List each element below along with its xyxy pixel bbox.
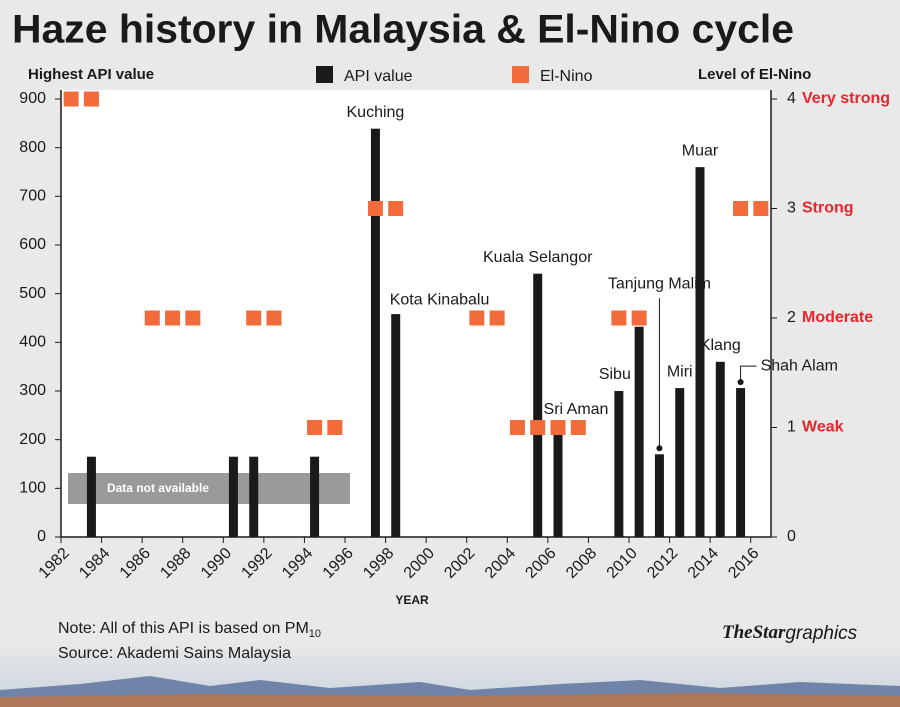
y-tick-label: 700 xyxy=(19,188,46,205)
x-axis-title: YEAR xyxy=(395,593,429,607)
el-nino-marker xyxy=(530,420,546,435)
y-tick-label: 600 xyxy=(19,236,46,253)
el-nino-marker xyxy=(327,420,343,435)
y-tick-label: 800 xyxy=(19,139,46,156)
bar xyxy=(715,361,725,537)
el-nino-marker xyxy=(753,201,769,216)
bar xyxy=(614,391,624,537)
el-nino-marker xyxy=(83,91,99,107)
bar xyxy=(228,456,238,537)
el-nino-marker xyxy=(266,310,282,326)
bar xyxy=(310,456,320,537)
bar xyxy=(553,429,563,537)
bar xyxy=(249,456,259,537)
el-nino-marker xyxy=(570,420,586,435)
y2-level-name: Moderate xyxy=(802,309,873,326)
y-tick-label: 400 xyxy=(19,334,46,351)
note: Note: All of this API is based on PM10 xyxy=(58,620,321,640)
y2-tick-label: 3 xyxy=(787,200,796,217)
bar xyxy=(370,128,380,538)
bar-label: Sri Aman xyxy=(544,401,609,418)
y2-tick-label: 4 xyxy=(787,90,796,107)
source: Source: Akademi Sains Malaysia xyxy=(58,645,291,662)
el-nino-marker xyxy=(144,310,160,326)
bar-label: Muar xyxy=(682,142,719,159)
landscape-ground xyxy=(0,693,900,707)
y-tick-label: 100 xyxy=(19,480,46,497)
bar xyxy=(533,273,543,537)
legend-label: El-Nino xyxy=(540,68,593,85)
el-nino-marker xyxy=(388,201,404,216)
bar-label: Kota Kinabalu xyxy=(390,291,490,308)
legend-label: API value xyxy=(344,68,413,85)
el-nino-marker xyxy=(631,310,647,326)
el-nino-marker xyxy=(611,310,627,326)
y-tick-label: 200 xyxy=(19,431,46,448)
el-nino-marker xyxy=(489,310,505,326)
label-leader xyxy=(740,365,757,383)
bar xyxy=(391,314,401,537)
y2-tick-label: 2 xyxy=(787,309,796,326)
el-nino-marker xyxy=(733,201,749,216)
credit-brand: TheStar xyxy=(722,622,786,643)
y-tick-label: 300 xyxy=(19,382,46,399)
bar xyxy=(736,388,746,537)
annotation: Data not available xyxy=(107,481,209,495)
el-nino-marker xyxy=(165,310,181,326)
el-nino-marker xyxy=(469,310,485,326)
bar-label: Kuala Selangor xyxy=(483,249,593,266)
y2-tick-label: 1 xyxy=(787,419,796,436)
note-subscript: 10 xyxy=(309,628,321,640)
legend-swatch xyxy=(512,66,529,83)
bar xyxy=(695,167,705,537)
bar-label: Sibu xyxy=(599,366,631,383)
bar-label: Miri xyxy=(667,363,693,380)
y-axis-title: Highest API value xyxy=(28,66,154,83)
chart-title: Haze history in Malaysia & El-Nino cycle xyxy=(12,8,794,52)
bar-label: Shah Alam xyxy=(761,357,838,374)
y2-level-name: Strong xyxy=(802,200,854,217)
y2-axis-title: Level of El-Nino xyxy=(698,66,811,83)
note-text: Note: All of this API is based on PM xyxy=(58,620,309,637)
el-nino-marker xyxy=(367,201,383,216)
el-nino-marker xyxy=(509,420,525,435)
el-nino-marker xyxy=(307,420,323,435)
bar xyxy=(634,326,644,537)
y2-level-name: Very strong xyxy=(802,90,890,107)
credit-suffix: graphics xyxy=(785,623,857,644)
credit: TheStargraphics xyxy=(722,622,858,644)
y-tick-label: 900 xyxy=(19,90,46,107)
bar-label: Klang xyxy=(700,337,741,354)
el-nino-marker xyxy=(185,310,201,326)
annotation-box xyxy=(68,473,350,504)
bar-label: Tanjung Malim xyxy=(608,275,711,292)
el-nino-marker xyxy=(550,420,566,435)
el-nino-marker xyxy=(63,91,79,107)
y2-level-name: Weak xyxy=(802,419,844,436)
y-tick-label: 0 xyxy=(37,528,46,545)
el-nino-marker xyxy=(246,310,262,326)
legend-swatch xyxy=(316,66,333,83)
y2-tick-label: 0 xyxy=(787,528,796,545)
bar-label: Kuching xyxy=(347,104,405,121)
bar xyxy=(654,454,664,537)
bar xyxy=(86,456,96,537)
y-tick-label: 500 xyxy=(19,285,46,302)
bar xyxy=(675,388,685,537)
